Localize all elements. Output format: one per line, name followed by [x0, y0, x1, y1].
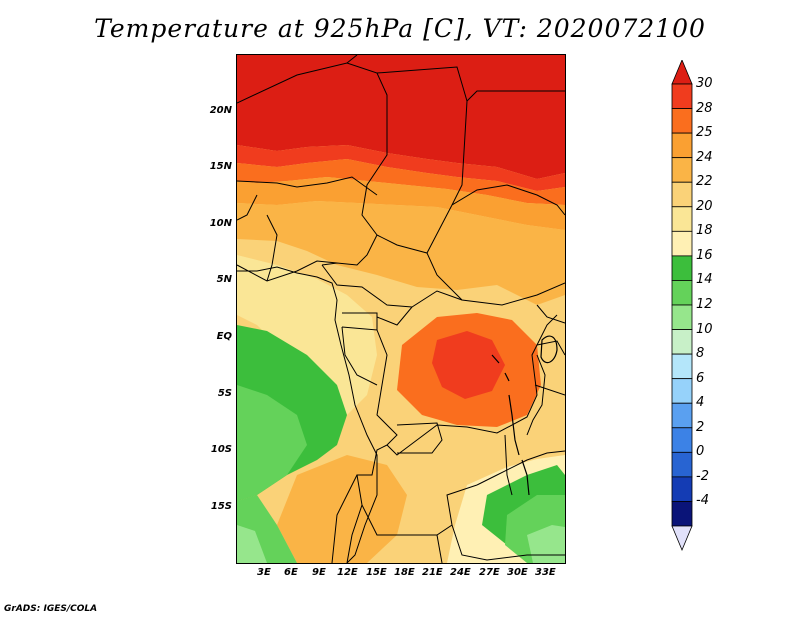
contour-fill-t-28-30-congo	[432, 331, 505, 399]
lon-label-30e: 30E	[507, 567, 528, 578]
lat-label-20n: 20N	[209, 105, 232, 116]
colorbar-segment	[671, 157, 693, 183]
colorbar-tick-label: 14	[696, 272, 713, 288]
colorbar-tick-label: 16	[696, 247, 713, 263]
colorbar-segment	[671, 280, 693, 306]
lon-label-21e: 21E	[422, 567, 443, 578]
temperature-map	[236, 54, 566, 564]
colorbar	[671, 60, 693, 552]
lon-label-9e: 9E	[312, 567, 326, 578]
colorbar-tick-label: -4	[696, 493, 709, 509]
lat-label-eq: EQ	[216, 331, 232, 342]
colorbar-segment	[671, 353, 693, 380]
lake-edward	[491, 354, 500, 364]
colorbar-segment	[671, 181, 693, 208]
lon-label-24e: 24E	[450, 567, 471, 578]
lake-malawi	[521, 459, 530, 496]
colorbar-tick-label: 22	[696, 174, 713, 190]
colorbar-segment	[671, 230, 693, 257]
contour-fill-t-10-12-se	[527, 525, 565, 563]
lon-label-6e: 6E	[284, 567, 298, 578]
country-borders	[237, 55, 565, 563]
colorbar-segment	[671, 451, 693, 478]
lon-label-33e: 33E	[535, 567, 556, 578]
colorbar-tick-label: 25	[696, 125, 713, 141]
chart-title: Temperature at 925hPa [C], VT: 202007210…	[94, 14, 706, 43]
grads-credit: GrADS: IGES/COLA	[4, 604, 98, 614]
colorbar-tick-label: 12	[696, 297, 713, 312]
coastlines	[237, 266, 565, 563]
colorbar-arrow-bottom	[671, 525, 693, 552]
lake-tanganyika	[508, 394, 520, 456]
colorbar-segment	[671, 132, 693, 159]
colorbar-tick-label: 28	[696, 100, 713, 116]
lakes	[491, 335, 558, 496]
lat-label-10n: 10N	[209, 218, 232, 229]
contour-fill-t-10-12-sw	[237, 525, 267, 563]
lake-victoria	[540, 335, 558, 364]
colorbar-tick-label: -2	[696, 468, 709, 484]
contour-fill-t-22-24-east	[527, 235, 565, 295]
colorbar-tick-label: 10	[696, 321, 713, 337]
colorbar-segment	[671, 206, 693, 232]
lat-label-15n: 15N	[209, 161, 232, 172]
colorbar-segment	[671, 501, 693, 527]
contour-fill-t-24-25-north	[237, 177, 565, 230]
colorbar-tick-label: 24	[696, 149, 713, 165]
lon-label-27e: 27E	[479, 567, 500, 578]
contour-fill-t-18-20-west	[237, 255, 377, 415]
colorbar-segment	[671, 304, 693, 330]
colorbar-segment	[671, 476, 693, 502]
colorbar-tick-label: 20	[696, 198, 713, 214]
colorbar-segment	[671, 427, 693, 453]
lat-label-5s: 5S	[217, 388, 232, 399]
lon-label-3e: 3E	[257, 567, 271, 578]
colorbar-tick-label: 2	[696, 419, 705, 435]
map-canvas	[237, 55, 565, 563]
lon-label-12e: 12E	[337, 567, 358, 578]
lat-label-5n: 5N	[216, 274, 232, 285]
lon-label-15e: 15E	[366, 567, 387, 578]
colorbar-segment	[671, 402, 693, 429]
lake-kivu	[504, 372, 510, 382]
colorbar-tick-label: 0	[696, 444, 705, 460]
colorbar-tick-label: 30	[696, 76, 713, 91]
colorbar-segment	[671, 378, 693, 404]
contour-fill-t-22-24	[237, 201, 565, 305]
contour-fill-t-22-24-south	[277, 455, 407, 563]
colorbar-tick-label: 6	[696, 370, 705, 386]
colorbar-segment	[671, 83, 693, 109]
colorbar-tick-label: 8	[696, 346, 705, 362]
contour-fill-t-25-28-north	[237, 159, 565, 205]
lat-label-10s: 10S	[210, 444, 232, 455]
colorbar-tick-label: 4	[696, 395, 705, 411]
colorbar-segment	[671, 329, 693, 355]
colorbar-arrow-top	[671, 60, 693, 85]
contour-fill-t-above-30	[237, 55, 565, 179]
lon-label-18e: 18E	[394, 567, 415, 578]
contour-fill-t-28-30	[237, 145, 565, 191]
colorbar-segment	[671, 108, 693, 134]
contour-fill-t-12-14-atlantic	[237, 385, 307, 501]
colorbar-tick-label: 18	[696, 223, 713, 239]
lat-label-15s: 15S	[210, 501, 232, 512]
colorbar-segment	[671, 255, 693, 281]
